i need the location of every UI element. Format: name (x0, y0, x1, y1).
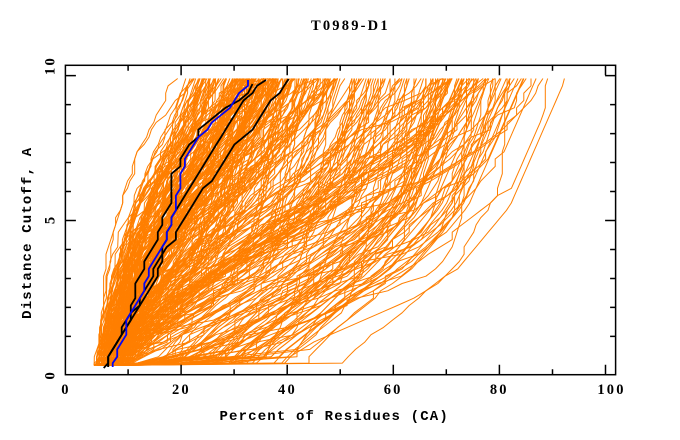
svg-text:40: 40 (278, 382, 297, 398)
svg-text:0: 0 (43, 370, 59, 379)
svg-text:60: 60 (384, 382, 403, 398)
svg-text:Percent of Residues (CA): Percent of Residues (CA) (219, 409, 448, 425)
svg-text:10: 10 (43, 56, 59, 75)
svg-text:80: 80 (490, 382, 509, 398)
svg-text:5: 5 (43, 215, 59, 224)
svg-text:0: 0 (61, 382, 70, 398)
svg-text:20: 20 (172, 382, 191, 398)
svg-text:T0989-D1: T0989-D1 (311, 18, 390, 34)
svg-text:100: 100 (597, 382, 625, 398)
svg-text:Distance Cutoff, A: Distance Cutoff, A (20, 147, 36, 319)
